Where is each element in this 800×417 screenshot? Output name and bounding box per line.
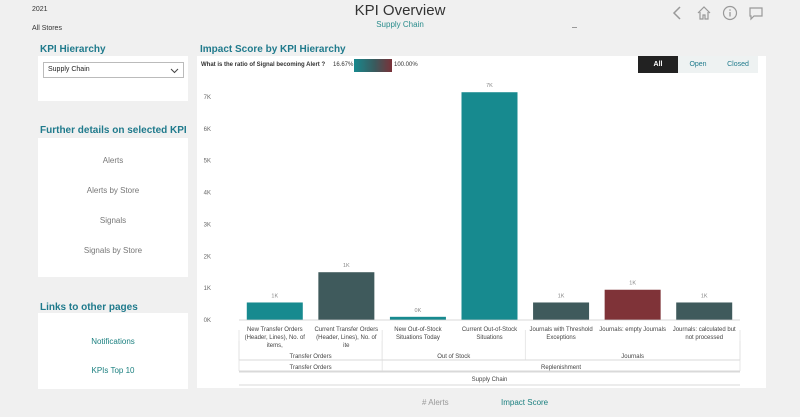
category-label: Situations <box>476 335 502 341</box>
bar <box>389 316 446 320</box>
links-list: Notifications KPIs Top 10 <box>38 327 188 385</box>
chart-panel: What is the ratio of Signal becoming Ale… <box>197 56 766 388</box>
group-level2-label: Replenishment <box>541 365 581 371</box>
data-label: 1K <box>343 263 350 269</box>
kpis-top10-link[interactable]: KPIs Top 10 <box>91 366 135 375</box>
category-label: not processed <box>685 335 723 341</box>
status-tabs: All Open Closed <box>638 56 758 73</box>
category-label: Journals: empty Journals <box>599 327 666 333</box>
category-label: Journals with Threshold <box>529 327 592 333</box>
y-tick-label: 3K <box>204 222 211 228</box>
data-label: 7K <box>486 83 493 89</box>
chevron-down-icon <box>170 68 179 74</box>
group-level1-label: Journals <box>621 354 644 360</box>
data-label: 1K <box>701 293 708 299</box>
category-label: items, <box>267 343 283 349</box>
back-arrow-icon[interactable] <box>670 5 686 21</box>
y-tick-label: 4K <box>204 191 211 197</box>
category-label: (Header, Lines), No. of <box>245 335 306 341</box>
color-gradient-legend <box>354 59 392 72</box>
comment-icon[interactable] <box>748 5 764 21</box>
category-label: Situations Today <box>396 335 440 341</box>
category-label: Current Transfer Orders <box>315 327 379 333</box>
tab-closed[interactable]: Closed <box>718 56 758 73</box>
category-label: (Header, Lines), No. of <box>316 335 377 341</box>
year-label: 2021 <box>32 6 48 13</box>
chart-title: Impact Score by KPI Hierarchy <box>200 44 346 55</box>
bar <box>318 272 375 320</box>
tab-impact-score[interactable]: Impact Score <box>501 398 549 407</box>
y-tick-label: 6K <box>204 127 211 133</box>
group-level1-label: Transfer Orders <box>290 354 332 360</box>
group-level2-label: Transfer Orders <box>290 365 332 371</box>
data-label: 1K <box>558 293 565 299</box>
stores-label: All Stores <box>32 25 62 32</box>
info-icon[interactable] <box>722 5 738 21</box>
category-label: ite <box>343 343 350 349</box>
group-level1-label: Out of Stock <box>437 354 471 360</box>
bar <box>246 302 303 320</box>
kpi-hierarchy-dropdown[interactable]: Supply Chain <box>43 62 184 78</box>
nav-icons <box>670 5 764 21</box>
page-header: KPI Overview Supply Chain <box>0 2 800 29</box>
y-tick-label: 0K <box>204 318 211 324</box>
gradient-max-label: 100.00% <box>394 62 418 68</box>
further-details-title: Further details on selected KPI <box>40 125 187 136</box>
bar <box>676 302 733 320</box>
bar-chart: 0K 1K 2K 3K 4K 5K 6K 7K 1K 1K 0K 7K 1K 1K 1K New Transf… <box>204 83 741 386</box>
alerts-by-store-link[interactable]: Alerts by Store <box>86 186 140 195</box>
data-label: 1K <box>629 281 636 287</box>
gradient-min-label: 16.67% <box>333 62 354 68</box>
data-label: 0K <box>415 308 422 314</box>
y-tick-label: 1K <box>204 286 211 292</box>
signals-link[interactable]: Signals <box>99 216 127 225</box>
bar <box>461 92 518 320</box>
bar <box>533 302 590 320</box>
page-subtitle: Supply Chain <box>376 20 424 29</box>
bar <box>604 289 661 320</box>
tab-alerts-count[interactable]: # Alerts <box>422 398 449 407</box>
notifications-link[interactable]: Notifications <box>91 337 135 346</box>
category-label: Current Out-of-Stock <box>462 327 518 333</box>
tab-open[interactable]: Open <box>678 56 718 73</box>
alerts-link[interactable]: Alerts <box>102 156 124 165</box>
links-title: Links to other pages <box>40 302 138 313</box>
further-details-list: Alerts Alerts by Store Signals Signals b… <box>38 146 188 266</box>
divider <box>572 27 577 28</box>
y-tick-label: 7K <box>204 95 211 101</box>
category-label: New Transfer Orders <box>247 327 303 333</box>
page-title: KPI Overview <box>354 2 446 19</box>
y-tick-label: 5K <box>204 159 211 165</box>
links-panel <box>38 313 188 389</box>
home-icon[interactable] <box>696 5 712 21</box>
tab-all[interactable]: All <box>638 56 678 73</box>
further-details-panel <box>38 138 188 277</box>
data-label: 1K <box>271 293 278 299</box>
dropdown-value: Supply Chain <box>48 66 90 73</box>
category-label: Exceptions <box>546 335 575 341</box>
category-label: Journals: calculated but <box>673 327 736 333</box>
filter-summary: 2021 All Stores <box>32 4 62 42</box>
ratio-question: What is the ratio of Signal becoming Ale… <box>201 62 326 68</box>
category-label: New Out-of-Stock <box>394 327 442 333</box>
group-level3-label: Supply Chain <box>472 377 508 383</box>
kpi-hierarchy-title: KPI Hierarchy <box>40 44 106 55</box>
signals-by-store-link[interactable]: Signals by Store <box>83 246 143 255</box>
y-tick-label: 2K <box>204 254 211 260</box>
